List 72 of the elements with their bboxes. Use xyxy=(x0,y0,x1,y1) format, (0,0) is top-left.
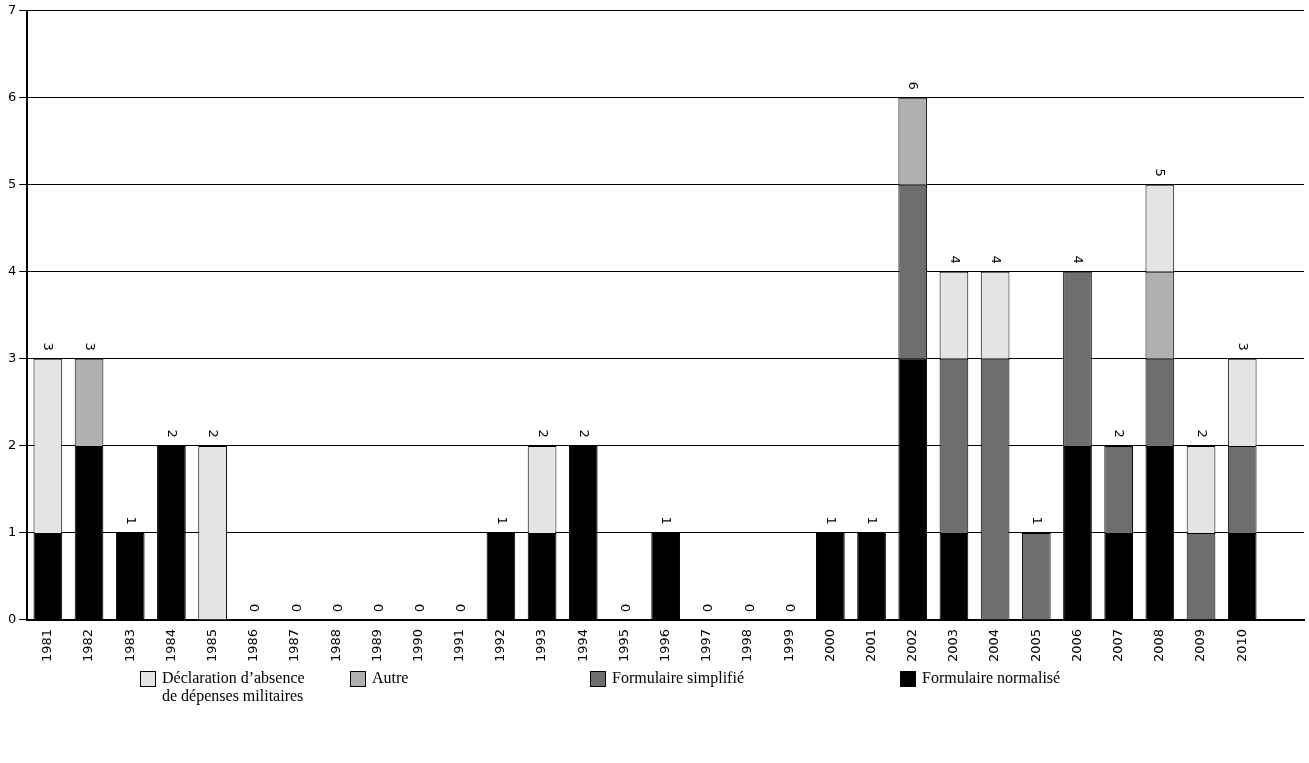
total-label: 0 xyxy=(700,603,716,612)
x-tick-label: 2000 xyxy=(821,628,837,663)
total-label: 1 xyxy=(1029,516,1045,525)
y-tick-label: 5 xyxy=(7,176,17,192)
total-label: 2 xyxy=(576,429,592,438)
x-tick-label: 1983 xyxy=(121,628,137,663)
x-tick-label: 1995 xyxy=(615,628,631,663)
x-tick-label: 2005 xyxy=(1027,628,1043,663)
total-label: 4 xyxy=(988,255,1004,264)
legend-label: Autre xyxy=(372,669,409,687)
y-tick-label: 2 xyxy=(7,437,17,453)
x-tick-label: 1996 xyxy=(657,628,673,663)
x-tick-label: 1997 xyxy=(698,628,714,663)
total-label: 2 xyxy=(535,429,551,438)
total-label: 0 xyxy=(329,603,345,612)
x-tick-label: 1986 xyxy=(245,628,261,663)
x-tick-label: 2001 xyxy=(862,628,878,663)
total-label: 0 xyxy=(618,603,634,612)
x-tick-label: 1999 xyxy=(780,628,796,663)
legend-label: Formulaire normalisé xyxy=(922,669,1061,687)
total-label: 3 xyxy=(41,342,57,351)
total-label: 3 xyxy=(1235,342,1251,351)
x-tick-label: 1982 xyxy=(80,628,96,663)
total-label: 2 xyxy=(165,429,181,438)
y-tick-label: 7 xyxy=(7,2,17,18)
total-label: 2 xyxy=(1112,429,1128,438)
total-label: 0 xyxy=(782,603,798,612)
total-label: 2 xyxy=(206,429,222,438)
total-label: 4 xyxy=(947,255,963,264)
total-label: 2 xyxy=(1194,429,1210,438)
x-tick-label: 1990 xyxy=(409,628,425,663)
total-label: 5 xyxy=(1153,168,1169,177)
x-tick-label: 1992 xyxy=(492,628,508,663)
total-label: 0 xyxy=(247,603,263,612)
x-tick-label: 2010 xyxy=(1233,628,1249,663)
y-tick-label: 1 xyxy=(7,524,17,540)
legend-label: Déclaration d’absence de dépenses militaires xyxy=(162,669,306,705)
x-tick-label: 1989 xyxy=(368,628,384,663)
total-label: 0 xyxy=(453,603,469,612)
total-label: 0 xyxy=(288,603,304,612)
x-tick-label: 2009 xyxy=(1192,628,1208,663)
x-tick-label: 1991 xyxy=(451,628,467,663)
x-tick-label: 1987 xyxy=(286,628,302,663)
total-label: 0 xyxy=(741,603,757,612)
total-label: 1 xyxy=(865,516,881,525)
x-tick-label: 2002 xyxy=(904,628,920,663)
x-tick-label: 1998 xyxy=(739,628,755,663)
y-tick-label: 4 xyxy=(7,263,17,279)
legend-label: Formulaire simplifié xyxy=(612,669,744,687)
total-label: 0 xyxy=(370,603,386,612)
total-label: 1 xyxy=(824,516,839,525)
y-tick-label: 6 xyxy=(7,89,17,105)
x-tick-label: 1981 xyxy=(39,628,55,663)
total-label: 3 xyxy=(82,342,98,351)
x-tick-label: 1993 xyxy=(533,628,549,663)
x-tick-label: 1994 xyxy=(574,628,590,663)
x-tick-label: 2004 xyxy=(986,628,1002,663)
x-tick-label: 1984 xyxy=(162,628,178,663)
x-tick-label: 2006 xyxy=(1068,628,1084,663)
total-label: 1 xyxy=(659,516,675,525)
total-label: 6 xyxy=(906,81,922,90)
x-tick-label: 2003 xyxy=(945,628,961,663)
total-label: 1 xyxy=(123,516,139,525)
x-tick-label: 1988 xyxy=(327,628,343,663)
total-label: 4 xyxy=(1071,255,1087,264)
x-tick-label: 1985 xyxy=(203,628,219,663)
total-label: 1 xyxy=(494,516,510,525)
x-tick-label: 2008 xyxy=(1151,628,1167,663)
y-tick-label: 0 xyxy=(7,611,17,627)
x-tick-label: 2007 xyxy=(1110,628,1126,663)
total-label: 0 xyxy=(412,603,428,612)
y-tick-label: 3 xyxy=(7,350,17,366)
